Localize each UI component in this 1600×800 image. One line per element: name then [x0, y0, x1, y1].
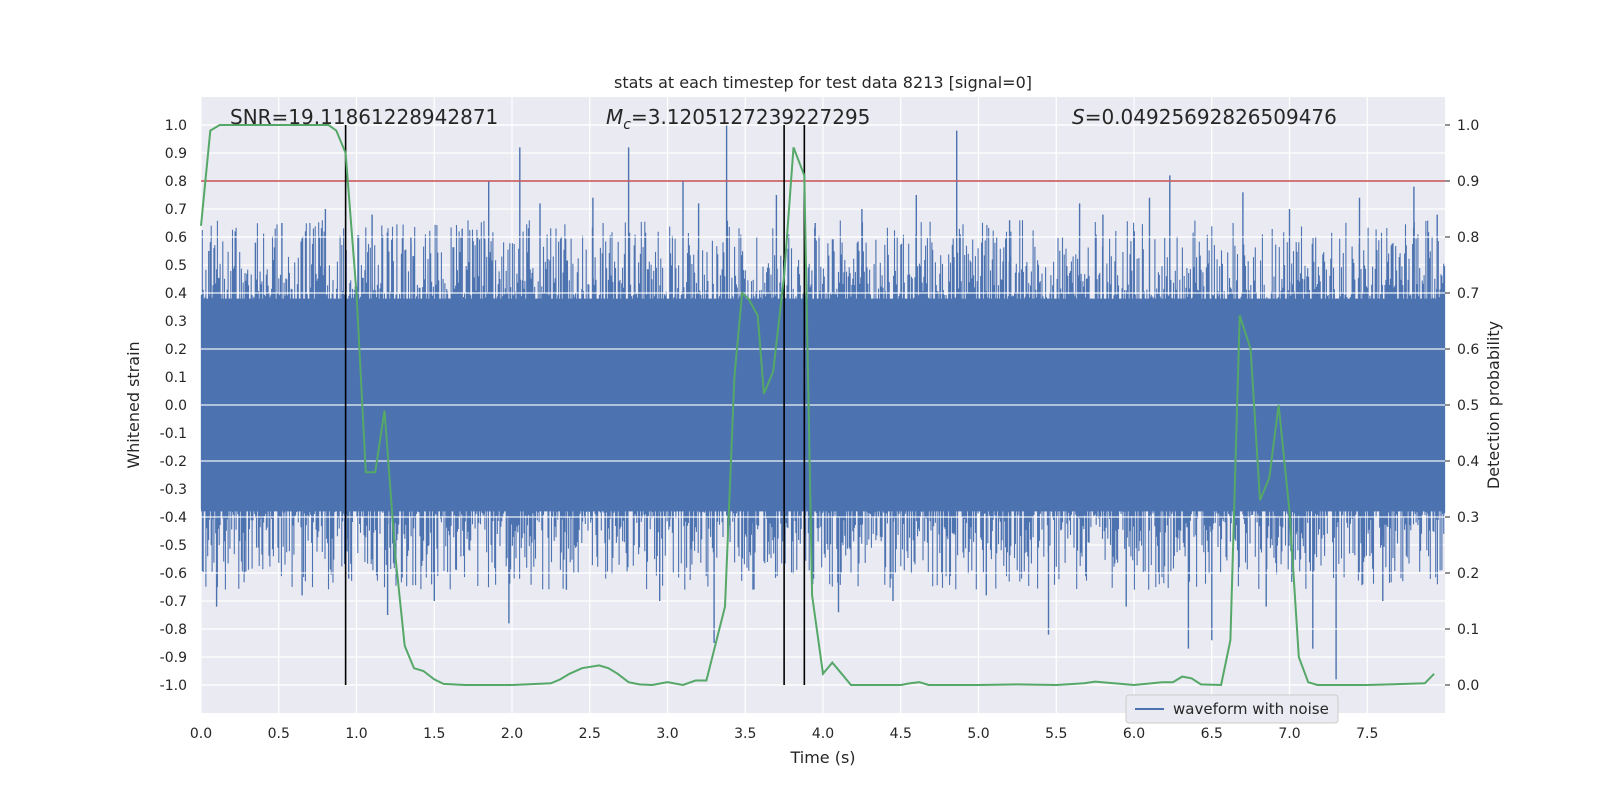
s-annotation: S=0.04925692826509476 [1072, 105, 1337, 129]
y-tick-label-8: 0.2 [165, 342, 187, 358]
mc-value: =3.1205127239227295 [631, 105, 870, 129]
x-tick-label-7: 3.5 [734, 726, 756, 742]
y-tick-label-14: -0.4 [160, 510, 187, 526]
x-tick-label-3: 1.5 [423, 726, 445, 742]
y2-tick-label-9: 0.1 [1457, 622, 1479, 638]
y-tick-label-18: -0.8 [160, 622, 187, 638]
y-tick-label-10: 0.0 [165, 398, 187, 414]
x-tick-label-8: 4.0 [812, 726, 834, 742]
chart-title: stats at each timestep for test data 821… [614, 73, 1032, 92]
y-tick-label-2: 0.8 [165, 174, 187, 190]
y-tick-label-19: -0.9 [160, 650, 187, 666]
y-tick-label-4: 0.6 [165, 230, 187, 246]
y2-tick-label-3: 0.7 [1457, 286, 1479, 302]
x-tick-label-5: 2.5 [579, 726, 601, 742]
y2-tick-label-0: 1.0 [1457, 118, 1479, 134]
x-tick-label-1: 0.5 [268, 726, 290, 742]
y2-tick-label-5: 0.5 [1457, 398, 1479, 414]
y-tick-label-9: 0.1 [165, 370, 187, 386]
mc-annotation: Mc=3.1205127239227295 [606, 105, 870, 133]
y2-axis-ticks: 1.0 0.9 0.8 0.7 0.6 0.5 0.4 0.3 0.2 0.1 0.0 [1445, 118, 1479, 694]
y-tick-label-0: 1.0 [165, 118, 187, 134]
y-tick-label-16: -0.6 [160, 566, 187, 582]
x-tick-label-14: 7.0 [1278, 726, 1300, 742]
y-tick-label-3: 0.7 [165, 202, 187, 218]
y-tick-label-7: 0.3 [165, 314, 187, 330]
y-tick-label-20: -1.0 [160, 678, 187, 694]
x-tick-label-10: 5.0 [967, 726, 989, 742]
x-axis-label: Time (s) [789, 748, 855, 767]
y-tick-label-15: -0.5 [160, 538, 187, 554]
mc-symbol: M [606, 105, 623, 129]
y2-tick-label-1: 0.9 [1457, 174, 1479, 190]
y-tick-label-11: -0.1 [160, 426, 187, 442]
x-tick-label-4: 2.0 [501, 726, 523, 742]
legend: waveform with noise [1126, 695, 1338, 723]
y-tick-label-6: 0.4 [165, 286, 187, 302]
y-axis-ticks: 1.0 0.9 0.8 0.7 0.6 0.5 0.4 0.3 0.2 0.1 0.0 -0.1 -0.… [160, 118, 187, 694]
y2-tick-label-6: 0.4 [1457, 454, 1479, 470]
y-tick-label-12: -0.2 [160, 454, 187, 470]
snr-annotation: SNR=19.11861228942871 [230, 105, 498, 129]
x-tick-label-6: 3.0 [656, 726, 678, 742]
x-tick-label-2: 1.0 [345, 726, 367, 742]
s-symbol: S [1072, 105, 1085, 129]
x-tick-label-9: 4.5 [890, 726, 912, 742]
s-value: =0.04925692826509476 [1085, 105, 1337, 129]
y-tick-label-17: -0.7 [160, 594, 187, 610]
x-tick-label-15: 7.5 [1356, 726, 1378, 742]
x-tick-label-12: 6.0 [1123, 726, 1145, 742]
y-axis-label: Whitened strain [124, 341, 143, 468]
y2-tick-label-4: 0.6 [1457, 342, 1479, 358]
y2-tick-label-7: 0.3 [1457, 510, 1479, 526]
legend-label: waveform with noise [1173, 700, 1329, 718]
y-tick-label-13: -0.3 [160, 482, 187, 498]
x-tick-label-0: 0.0 [190, 726, 212, 742]
y2-tick-label-2: 0.8 [1457, 230, 1479, 246]
x-tick-label-11: 5.5 [1045, 726, 1067, 742]
y-tick-label-5: 0.5 [165, 258, 187, 274]
x-axis-ticks: 0.0 0.5 1.0 1.5 2.0 2.5 3.0 3.5 4.0 4.5 5.0 5.5 6.0 6… [190, 726, 1379, 742]
chart: 0.0 0.5 1.0 1.5 2.0 2.5 3.0 3.5 4.0 4.5 5.0 5.5 6.0 6… [0, 0, 1600, 800]
x-tick-label-13: 6.5 [1201, 726, 1223, 742]
y2-axis-label: Detection probability [1484, 321, 1503, 489]
y2-tick-label-10: 0.0 [1457, 678, 1479, 694]
y-tick-label-1: 0.9 [165, 146, 187, 162]
y2-tick-label-8: 0.2 [1457, 566, 1479, 582]
